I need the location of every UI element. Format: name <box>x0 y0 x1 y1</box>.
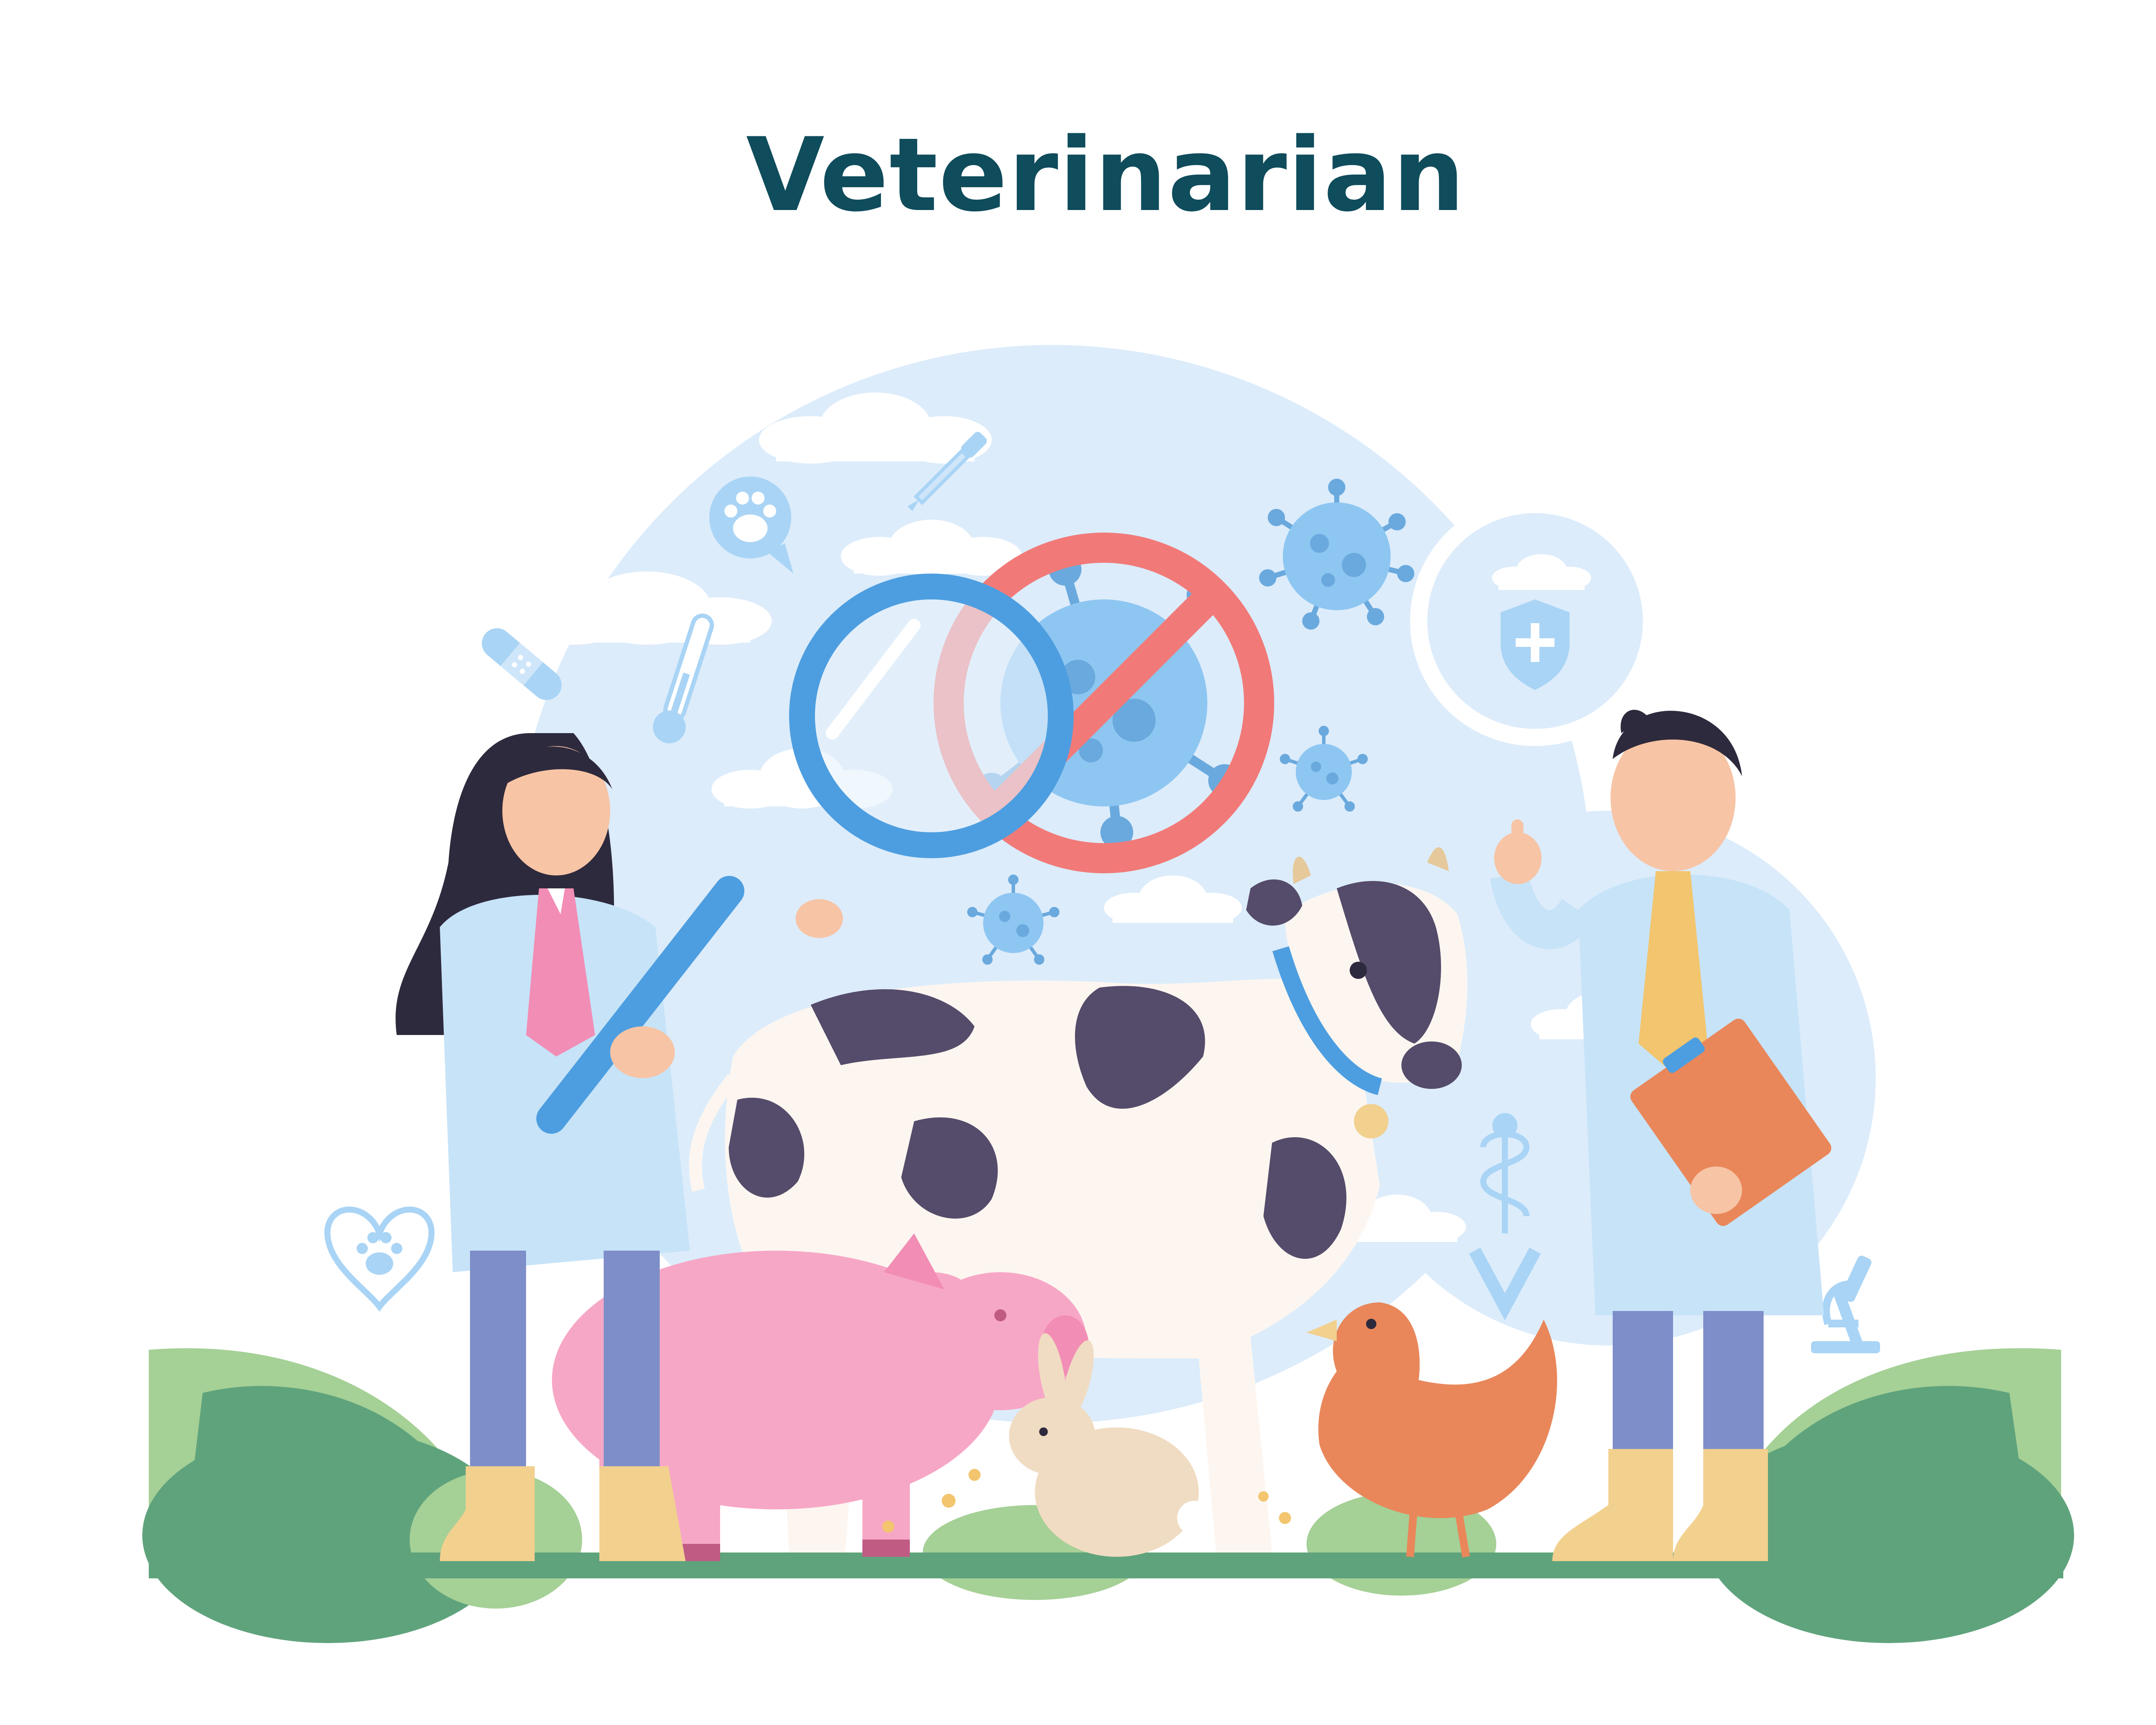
dropper-icon <box>907 432 987 511</box>
virus-icon <box>1259 479 1414 630</box>
woman-hand <box>796 899 843 938</box>
chicken <box>1307 1302 1557 1558</box>
paw-print-icon <box>709 477 793 574</box>
man-veterinarian <box>1490 709 1831 1561</box>
flowers <box>882 1469 1291 1533</box>
shield-plus-icon <box>1501 599 1570 690</box>
cloud-icon <box>759 392 992 464</box>
caduceus-icon <box>1469 1113 1541 1320</box>
virus-icon <box>1280 726 1368 812</box>
magnifying-glass-icon <box>536 574 1074 1134</box>
bandage-icon <box>482 628 562 700</box>
cloud-icon <box>841 520 1022 576</box>
thermometer-icon <box>653 613 714 743</box>
page-title: Veterinarian <box>746 116 1466 234</box>
microscope-icon <box>1811 1255 1880 1353</box>
heart-paw-icon <box>324 1206 435 1312</box>
ground <box>149 1552 2063 1578</box>
cloud-icon <box>1492 554 1591 590</box>
cow <box>689 847 1468 1552</box>
woman-hand <box>610 1026 675 1078</box>
virus-icon <box>967 875 1059 965</box>
cloud-icon <box>1104 875 1242 923</box>
rabbit <box>1009 1333 1212 1557</box>
